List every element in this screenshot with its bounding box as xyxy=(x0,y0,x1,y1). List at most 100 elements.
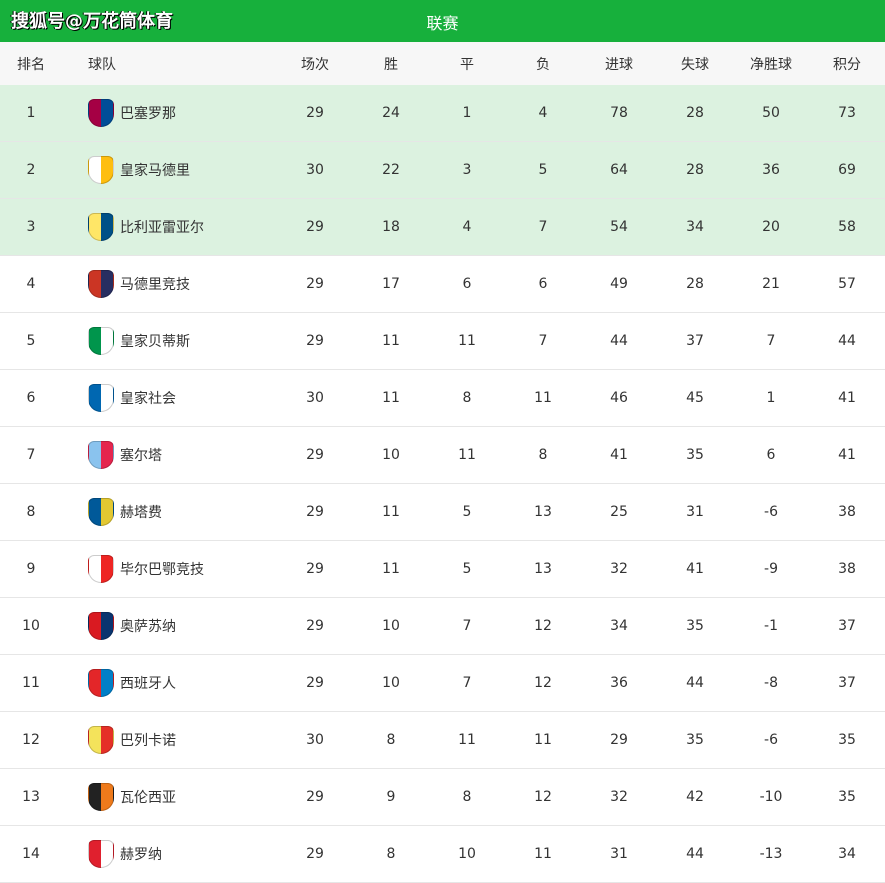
cell-ga: 28 xyxy=(686,162,704,178)
team-crest-icon xyxy=(88,441,114,469)
table-row[interactable]: 2 30 22 3 5 64 28 36 69 皇家马德里 xyxy=(0,142,885,199)
table-row[interactable]: 4 29 17 6 6 49 28 21 57 马德里竞技 xyxy=(0,256,885,313)
cell-rank: 14 xyxy=(22,846,40,862)
table-row[interactable]: 9 29 11 5 13 32 41 -9 38 毕尔巴鄂竞技 xyxy=(0,541,885,598)
cell-lost: 4 xyxy=(538,105,548,121)
cell-lost: 11 xyxy=(534,732,552,748)
table-row[interactable]: 14 29 8 10 11 31 44 -13 34 赫罗纳 xyxy=(0,826,885,883)
cell-rank: 1 xyxy=(26,105,36,121)
cell-pts: 44 xyxy=(838,333,856,349)
cell-won: 24 xyxy=(382,105,400,121)
cell-won: 8 xyxy=(386,732,396,748)
cell-pts: 34 xyxy=(838,846,856,862)
team-cell[interactable]: 皇家社会 xyxy=(88,370,176,426)
cell-gd: 50 xyxy=(762,105,780,121)
cell-won: 10 xyxy=(382,618,400,634)
cell-gd: -6 xyxy=(764,504,778,520)
cell-lost: 12 xyxy=(534,789,552,805)
cell-gf: 25 xyxy=(610,504,628,520)
col-pts: 积分 xyxy=(833,56,861,73)
team-cell[interactable]: 塞尔塔 xyxy=(88,427,162,483)
cell-lost: 8 xyxy=(538,447,548,463)
table-row[interactable]: 7 29 10 11 8 41 35 6 41 塞尔塔 xyxy=(0,427,885,484)
cell-rank: 4 xyxy=(26,276,36,292)
cell-ga: 34 xyxy=(686,219,704,235)
cell-ga: 45 xyxy=(686,390,704,406)
team-cell[interactable]: 奥萨苏纳 xyxy=(88,598,176,654)
cell-ga: 28 xyxy=(686,105,704,121)
cell-ga: 44 xyxy=(686,846,704,862)
team-cell[interactable]: 皇家贝蒂斯 xyxy=(88,313,190,369)
cell-gd: 36 xyxy=(762,162,780,178)
cell-pts: 41 xyxy=(838,390,856,406)
table-row[interactable]: 8 29 11 5 13 25 31 -6 38 赫塔费 xyxy=(0,484,885,541)
cell-ga: 42 xyxy=(686,789,704,805)
cell-pts: 58 xyxy=(838,219,856,235)
cell-played: 29 xyxy=(306,504,324,520)
col-team: 球队 xyxy=(88,56,116,73)
team-cell[interactable]: 皇家马德里 xyxy=(88,142,190,198)
cell-rank: 10 xyxy=(22,618,40,634)
team-crest-icon xyxy=(88,555,114,583)
cell-pts: 35 xyxy=(838,789,856,805)
cell-gf: 36 xyxy=(610,675,628,691)
cell-rank: 9 xyxy=(26,561,36,577)
table-row[interactable]: 10 29 10 7 12 34 35 -1 37 奥萨苏纳 xyxy=(0,598,885,655)
team-crest-icon xyxy=(88,612,114,640)
team-cell[interactable]: 毕尔巴鄂竞技 xyxy=(88,541,204,597)
cell-gd: 7 xyxy=(766,333,776,349)
cell-pts: 35 xyxy=(838,732,856,748)
cell-drawn: 4 xyxy=(462,219,472,235)
cell-won: 17 xyxy=(382,276,400,292)
cell-ga: 37 xyxy=(686,333,704,349)
cell-gf: 41 xyxy=(610,447,628,463)
col-lost: 负 xyxy=(536,56,550,73)
cell-drawn: 8 xyxy=(462,390,472,406)
table-row[interactable]: 12 30 8 11 11 29 35 -6 35 巴列卡诺 xyxy=(0,712,885,769)
team-cell[interactable]: 马德里竞技 xyxy=(88,256,190,312)
table-row[interactable]: 6 30 11 8 11 46 45 1 41 皇家社会 xyxy=(0,370,885,427)
cell-played: 29 xyxy=(306,675,324,691)
cell-drawn: 7 xyxy=(462,675,472,691)
cell-gf: 32 xyxy=(610,789,628,805)
team-cell[interactable]: 赫罗纳 xyxy=(88,826,162,882)
cell-won: 11 xyxy=(382,390,400,406)
team-name: 奥萨苏纳 xyxy=(120,619,176,635)
cell-drawn: 8 xyxy=(462,789,472,805)
table-row[interactable]: 5 29 11 11 7 44 37 7 44 皇家贝蒂斯 xyxy=(0,313,885,370)
cell-gf: 64 xyxy=(610,162,628,178)
cell-pts: 41 xyxy=(838,447,856,463)
team-cell[interactable]: 巴塞罗那 xyxy=(88,85,176,141)
cell-ga: 35 xyxy=(686,618,704,634)
cell-rank: 11 xyxy=(22,675,40,691)
team-cell[interactable]: 西班牙人 xyxy=(88,655,176,711)
team-name: 皇家社会 xyxy=(120,391,176,407)
cell-played: 30 xyxy=(306,390,324,406)
team-cell[interactable]: 巴列卡诺 xyxy=(88,712,176,768)
table-row[interactable]: 13 29 9 8 12 32 42 -10 35 瓦伦西亚 xyxy=(0,769,885,826)
cell-ga: 44 xyxy=(686,675,704,691)
cell-lost: 11 xyxy=(534,846,552,862)
cell-won: 11 xyxy=(382,504,400,520)
cell-played: 29 xyxy=(306,618,324,634)
cell-drawn: 7 xyxy=(462,618,472,634)
team-crest-icon xyxy=(88,726,114,754)
cell-pts: 38 xyxy=(838,561,856,577)
team-cell[interactable]: 瓦伦西亚 xyxy=(88,769,176,825)
cell-played: 29 xyxy=(306,447,324,463)
cell-played: 29 xyxy=(306,219,324,235)
cell-gf: 32 xyxy=(610,561,628,577)
table-row[interactable]: 11 29 10 7 12 36 44 -8 37 西班牙人 xyxy=(0,655,885,712)
cell-drawn: 11 xyxy=(458,732,476,748)
table-row[interactable]: 3 29 18 4 7 54 34 20 58 比利亚雷亚尔 xyxy=(0,199,885,256)
cell-pts: 69 xyxy=(838,162,856,178)
cell-rank: 13 xyxy=(22,789,40,805)
cell-played: 29 xyxy=(306,561,324,577)
team-name: 巴列卡诺 xyxy=(120,733,176,749)
team-name: 比利亚雷亚尔 xyxy=(120,220,204,236)
cell-won: 22 xyxy=(382,162,400,178)
team-cell[interactable]: 比利亚雷亚尔 xyxy=(88,199,204,255)
team-cell[interactable]: 赫塔费 xyxy=(88,484,162,540)
cell-lost: 11 xyxy=(534,390,552,406)
table-row[interactable]: 1 29 24 1 4 78 28 50 73 巴塞罗那 xyxy=(0,85,885,142)
